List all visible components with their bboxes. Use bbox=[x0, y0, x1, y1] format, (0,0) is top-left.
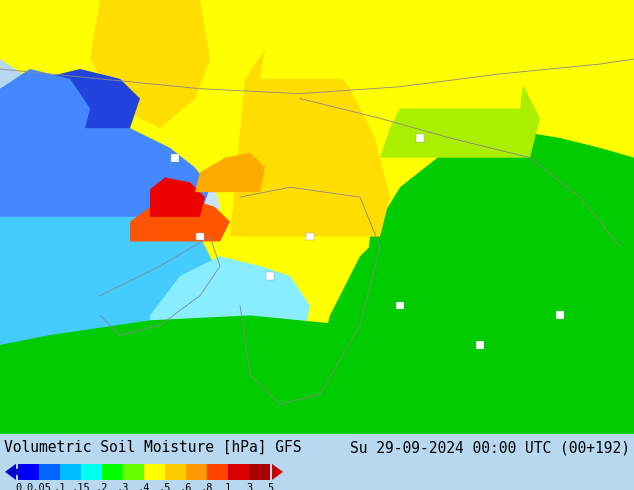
Bar bbox=[196, 233, 204, 241]
Text: 0: 0 bbox=[15, 483, 21, 490]
Text: 1: 1 bbox=[225, 483, 231, 490]
Bar bbox=[228, 464, 249, 480]
Polygon shape bbox=[0, 316, 634, 434]
Text: .3: .3 bbox=[117, 483, 129, 490]
Polygon shape bbox=[5, 464, 16, 480]
Polygon shape bbox=[272, 464, 283, 480]
Polygon shape bbox=[90, 0, 210, 128]
Polygon shape bbox=[185, 182, 220, 222]
Text: .8: .8 bbox=[201, 483, 213, 490]
Bar bbox=[39, 464, 60, 480]
Bar bbox=[266, 272, 274, 280]
Bar bbox=[476, 341, 484, 349]
Text: .2: .2 bbox=[96, 483, 108, 490]
Polygon shape bbox=[350, 128, 634, 434]
Bar bbox=[171, 154, 179, 162]
Polygon shape bbox=[195, 153, 265, 192]
Polygon shape bbox=[0, 69, 90, 148]
Polygon shape bbox=[10, 69, 140, 128]
Bar bbox=[556, 312, 564, 319]
Bar bbox=[81, 464, 102, 480]
Text: Volumetric Soil Moisture [hPa] GFS: Volumetric Soil Moisture [hPa] GFS bbox=[4, 440, 302, 455]
Text: Su 29-09-2024 00:00 UTC (00+192): Su 29-09-2024 00:00 UTC (00+192) bbox=[350, 440, 630, 455]
Bar bbox=[102, 464, 123, 480]
Polygon shape bbox=[340, 217, 590, 355]
Text: .4: .4 bbox=[138, 483, 150, 490]
Polygon shape bbox=[0, 177, 240, 355]
Text: .6: .6 bbox=[180, 483, 192, 490]
Polygon shape bbox=[150, 177, 205, 217]
Bar bbox=[306, 233, 314, 241]
Bar bbox=[144, 464, 165, 480]
Bar bbox=[60, 464, 81, 480]
Bar bbox=[18, 464, 39, 480]
Bar bbox=[396, 301, 404, 310]
Polygon shape bbox=[130, 197, 230, 242]
Bar bbox=[249, 464, 270, 480]
Text: .15: .15 bbox=[72, 483, 91, 490]
Bar bbox=[165, 464, 186, 480]
Polygon shape bbox=[400, 20, 525, 108]
Polygon shape bbox=[320, 207, 520, 355]
Polygon shape bbox=[230, 39, 390, 237]
Bar bbox=[186, 464, 207, 480]
Text: 0.05: 0.05 bbox=[27, 483, 51, 490]
Text: 5: 5 bbox=[267, 483, 273, 490]
Polygon shape bbox=[60, 0, 634, 434]
Text: .1: .1 bbox=[54, 483, 66, 490]
Polygon shape bbox=[0, 118, 210, 217]
Polygon shape bbox=[150, 256, 310, 355]
Polygon shape bbox=[380, 59, 540, 158]
Polygon shape bbox=[260, 0, 370, 79]
Polygon shape bbox=[0, 345, 634, 434]
Bar bbox=[123, 464, 144, 480]
Bar bbox=[207, 464, 228, 480]
Text: 3: 3 bbox=[246, 483, 252, 490]
Polygon shape bbox=[0, 0, 180, 158]
Bar bbox=[416, 134, 424, 142]
Text: .5: .5 bbox=[158, 483, 171, 490]
